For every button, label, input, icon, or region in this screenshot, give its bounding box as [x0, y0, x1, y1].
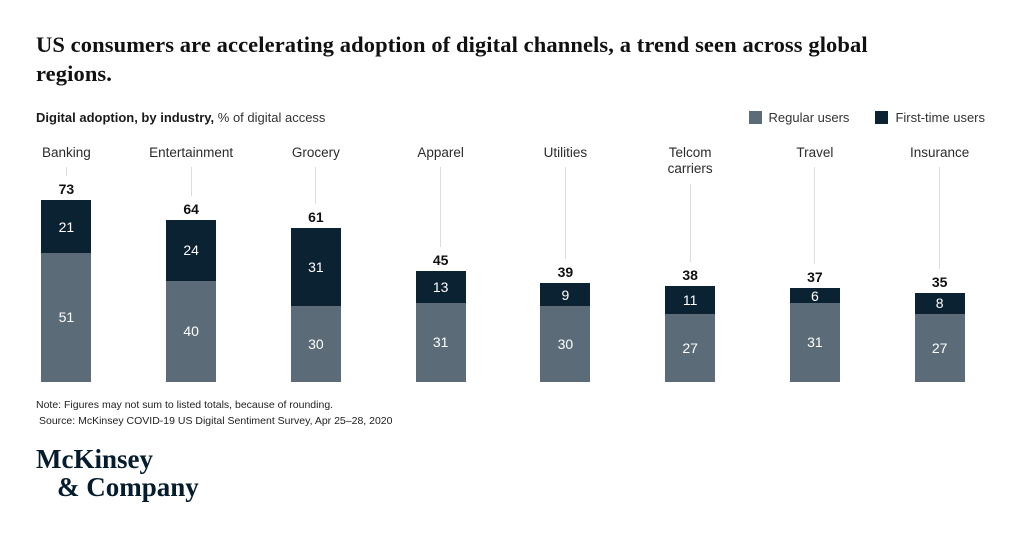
chart-column: Travel 37 6 31: [753, 145, 878, 382]
leader-line: [939, 167, 941, 270]
bar-segment-first-time-users: 6: [789, 288, 840, 304]
mckinsey-logo: McKinsey & Company: [36, 445, 1010, 502]
leader-line: [315, 167, 317, 204]
chart-column: Banking 73 21 51: [4, 145, 129, 382]
bar-segment-first-time-users: 9: [540, 283, 591, 306]
total-value-label: 35: [931, 274, 948, 291]
bar-segment-regular-users: 40: [166, 280, 217, 382]
total-value-label: 39: [557, 264, 574, 281]
category-label: Apparel: [417, 144, 464, 160]
stacked-bar: 13 31: [415, 270, 466, 382]
chart-column: Utilities 39 9 30: [503, 145, 628, 382]
leader-line: [689, 184, 691, 262]
legend-swatch-icon: [748, 110, 762, 124]
chart-subtitle-bold: Digital adoption, by industry,: [36, 109, 215, 125]
category-label: Grocery: [291, 144, 340, 160]
chart-subtitle-rest: % of digital access: [214, 109, 326, 125]
bar-segment-first-time-users: 11: [665, 285, 716, 314]
category-label: Travel: [796, 144, 834, 160]
stacked-bar: 9 30: [540, 283, 591, 382]
chart-column: Apparel 45 13 31: [378, 145, 503, 382]
leader-line: [564, 167, 566, 260]
bar-segment-first-time-users: 21: [41, 200, 92, 253]
chart-column: Telcom carriers 38 11 27: [628, 145, 753, 382]
stacked-bar: 24 40: [166, 220, 217, 382]
page-title: US consumers are accelerating adoption o…: [36, 32, 868, 87]
total-value-label: 61: [308, 208, 324, 225]
bar-segment-regular-users: 31: [789, 303, 840, 382]
bar-segment-first-time-users: 24: [166, 220, 217, 281]
bar-segment-first-time-users: 8: [914, 293, 965, 314]
bar-segment-regular-users: 51: [41, 253, 92, 382]
logo-line-2: & Company: [57, 472, 199, 503]
leader-line: [190, 167, 192, 197]
chart-column: Grocery 61 31 30: [254, 145, 379, 382]
stacked-bar: 8 27: [914, 293, 965, 382]
stacked-bar: 11 27: [665, 285, 716, 382]
exhibit: US consumers are accelerating adoption o…: [4, 32, 1010, 502]
legend: Regular users First-time users: [748, 109, 985, 125]
chart-column: Entertainment 64 24 40: [129, 145, 254, 382]
bar-segment-regular-users: 27: [914, 313, 965, 382]
legend-label: First-time users: [895, 109, 985, 125]
chart-column: Insurance 35 8 27: [877, 145, 1002, 382]
legend-item-regular-users: Regular users: [748, 109, 850, 125]
chart: Banking 73 21 51 Entertainment 64 24 40 Grocery 6…: [4, 145, 1002, 382]
subtitle-row: Digital adoption, by industry, % of digi…: [36, 110, 1010, 125]
chart-source: Source: McKinsey COVID-19 US Digital Sen…: [39, 414, 393, 427]
stacked-bar: 21 51: [41, 200, 92, 382]
category-label: Insurance: [909, 144, 970, 160]
bar-segment-first-time-users: 13: [415, 270, 466, 304]
category-label: Telcom carriers: [667, 144, 713, 177]
legend-label: Regular users: [768, 109, 850, 125]
legend-item-first-time-users: First-time users: [875, 110, 985, 125]
leader-line: [814, 167, 816, 265]
bar-segment-regular-users: 27: [665, 313, 716, 382]
total-value-label: 37: [807, 269, 823, 286]
category-label: Utilities: [543, 144, 588, 160]
bar-segment-first-time-users: 31: [290, 227, 341, 306]
legend-swatch-icon: [875, 110, 889, 124]
stacked-bar: 6 31: [789, 288, 840, 382]
stacked-bar: 31 30: [290, 227, 341, 382]
bar-segment-regular-users: 30: [540, 305, 591, 382]
leader-line: [65, 167, 67, 177]
total-value-label: 45: [432, 251, 449, 268]
total-value-label: 64: [183, 201, 199, 218]
logo-line-1: McKinsey: [36, 444, 153, 475]
total-value-label: 38: [682, 266, 698, 283]
category-label: Banking: [41, 144, 91, 160]
chart-subtitle: Digital adoption, by industry, % of digi…: [36, 110, 325, 125]
bar-segment-regular-users: 30: [290, 305, 341, 382]
total-value-label: 73: [58, 181, 75, 198]
chart-note: Note: Figures may not sum to listed tota…: [36, 398, 334, 411]
footnotes: Note: Figures may not sum to listed tota…: [36, 397, 1010, 430]
bar-segment-regular-users: 31: [415, 303, 466, 382]
category-label: Entertainment: [149, 144, 234, 160]
leader-line: [440, 167, 442, 247]
